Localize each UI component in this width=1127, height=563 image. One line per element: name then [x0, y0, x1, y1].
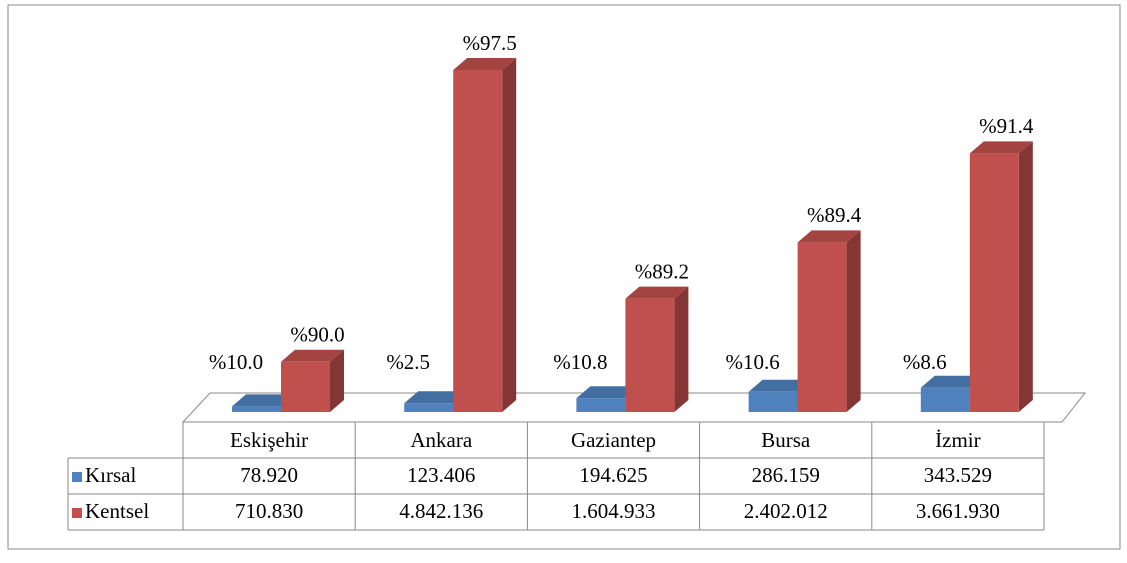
bar [920, 387, 970, 412]
table-value: 2.402.012 [744, 499, 828, 523]
bar-top [748, 379, 812, 392]
bar-top [404, 391, 468, 404]
bar [625, 298, 675, 412]
bar [969, 153, 1019, 412]
share-label: %91.4 [979, 114, 1034, 138]
share-label: %10.8 [553, 350, 607, 374]
share-label: %10.0 [209, 350, 263, 374]
legend-swatch [72, 508, 82, 518]
share-label: %2.5 [386, 350, 430, 374]
bar-top [281, 349, 344, 362]
bar [281, 361, 330, 412]
share-label: %97.5 [463, 31, 517, 55]
table-value: 194.625 [579, 463, 647, 487]
bar [797, 242, 847, 412]
table-value: 343.529 [924, 463, 992, 487]
bar-side [1018, 141, 1033, 412]
share-label: %89.4 [807, 203, 862, 227]
category-label: Eskişehir [230, 428, 308, 452]
table-value: 78.920 [240, 463, 298, 487]
bar [748, 391, 798, 412]
legend-swatch [72, 472, 82, 482]
bar [576, 398, 626, 412]
table-value: 286.159 [752, 463, 820, 487]
category-label: Gaziantep [571, 428, 656, 452]
share-label: %90.0 [290, 323, 344, 347]
bar-top [625, 286, 689, 299]
bar-top [920, 375, 984, 388]
legend-label: Kırsal [85, 463, 136, 487]
table-value: 710.830 [235, 499, 303, 523]
share-label: %8.6 [903, 350, 947, 374]
bar-side [330, 349, 344, 412]
category-label: Bursa [761, 428, 811, 452]
table-value: 4.842.136 [399, 499, 483, 523]
bar-top [576, 386, 640, 399]
bar-top [797, 230, 861, 243]
category-label: Ankara [410, 428, 472, 452]
bar [404, 403, 454, 412]
bar-top [453, 58, 517, 70]
table-value: 1.604.933 [572, 499, 656, 523]
table-value: 3.661.930 [916, 499, 1000, 523]
bar-top [232, 394, 295, 407]
bar-side [846, 230, 861, 412]
table-value: 123.406 [407, 463, 475, 487]
bar-side [674, 286, 689, 412]
bar [453, 70, 503, 412]
bar-side [502, 58, 517, 412]
category-label: İzmir [935, 428, 980, 452]
legend-label: Kentsel [85, 499, 149, 523]
bar [232, 406, 281, 412]
share-label: %89.2 [635, 259, 689, 283]
bar-top [969, 141, 1033, 154]
share-label: %10.6 [725, 350, 779, 374]
